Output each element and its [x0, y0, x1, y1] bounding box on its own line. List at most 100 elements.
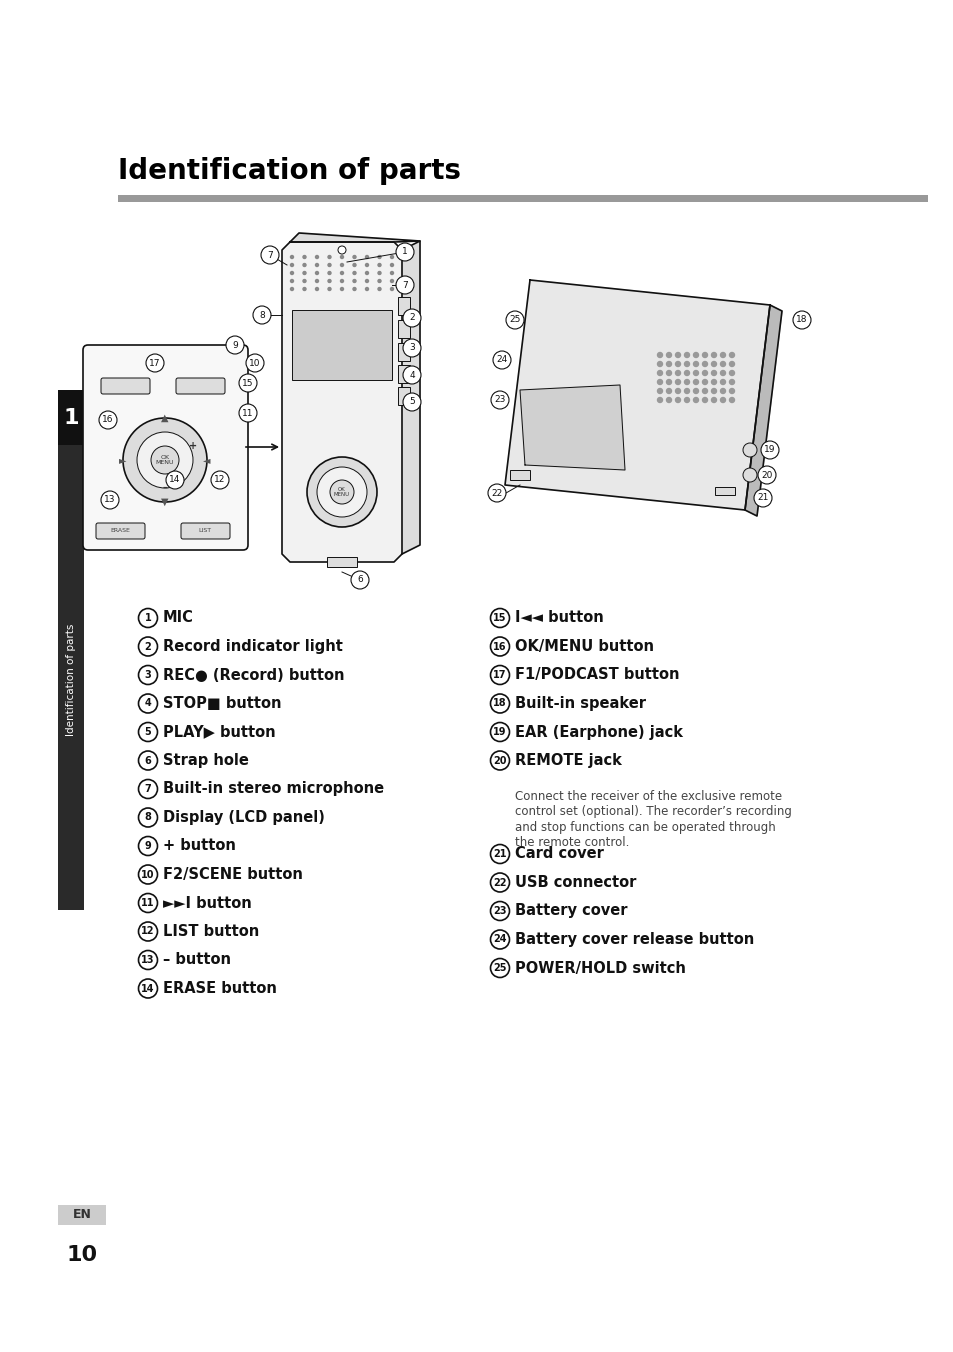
Circle shape: [711, 397, 716, 403]
Circle shape: [390, 256, 393, 258]
Circle shape: [742, 443, 757, 457]
Text: 6: 6: [356, 576, 362, 584]
Circle shape: [720, 397, 724, 403]
Text: 10: 10: [141, 869, 154, 880]
Text: 6: 6: [145, 756, 152, 765]
Circle shape: [490, 694, 509, 713]
Circle shape: [490, 608, 509, 627]
Text: 20: 20: [493, 756, 506, 765]
Circle shape: [720, 361, 724, 366]
Text: REMOTE jack: REMOTE jack: [515, 753, 621, 768]
FancyBboxPatch shape: [181, 523, 230, 539]
Circle shape: [711, 380, 716, 384]
Text: Battery cover release button: Battery cover release button: [515, 932, 754, 946]
Bar: [58, 420, 84, 910]
Circle shape: [490, 930, 509, 949]
Text: 20: 20: [760, 470, 772, 480]
Circle shape: [328, 256, 331, 258]
Circle shape: [693, 353, 698, 357]
Circle shape: [675, 361, 679, 366]
Circle shape: [729, 380, 734, 384]
Circle shape: [328, 288, 331, 291]
Polygon shape: [744, 306, 781, 516]
Circle shape: [211, 470, 229, 489]
Circle shape: [365, 272, 368, 274]
Circle shape: [303, 288, 306, 291]
Circle shape: [138, 665, 157, 684]
Bar: [397, 365, 410, 383]
Text: 2: 2: [409, 314, 415, 323]
Circle shape: [742, 468, 757, 483]
Circle shape: [693, 397, 698, 403]
Text: 13: 13: [141, 955, 154, 965]
Circle shape: [123, 418, 207, 502]
Circle shape: [490, 722, 509, 741]
Circle shape: [758, 466, 775, 484]
Circle shape: [226, 337, 244, 354]
Circle shape: [657, 397, 661, 403]
Text: Connect the receiver of the exclusive remote: Connect the receiver of the exclusive re…: [515, 791, 781, 803]
Text: Battery cover: Battery cover: [515, 903, 627, 918]
Circle shape: [666, 361, 671, 366]
Circle shape: [101, 491, 119, 508]
Bar: [397, 320, 410, 338]
Text: 16: 16: [102, 415, 113, 425]
Circle shape: [760, 441, 779, 458]
Text: PLAY▶ button: PLAY▶ button: [163, 725, 275, 740]
Circle shape: [307, 457, 376, 527]
Circle shape: [675, 388, 679, 393]
Circle shape: [666, 388, 671, 393]
Text: 7: 7: [267, 250, 273, 260]
Text: 1: 1: [63, 408, 79, 429]
Circle shape: [138, 722, 157, 741]
Text: – button: – button: [163, 953, 231, 968]
Bar: [118, 195, 927, 201]
Circle shape: [402, 393, 420, 411]
Text: 17: 17: [149, 358, 161, 368]
Circle shape: [138, 694, 157, 713]
Circle shape: [488, 484, 505, 502]
FancyBboxPatch shape: [175, 379, 225, 393]
Circle shape: [138, 894, 157, 913]
Text: 5: 5: [145, 727, 152, 737]
Circle shape: [657, 388, 661, 393]
Text: and stop functions can be operated through: and stop functions can be operated throu…: [515, 821, 775, 833]
Circle shape: [792, 311, 810, 329]
Circle shape: [666, 397, 671, 403]
Circle shape: [493, 352, 511, 369]
Text: Identification of parts: Identification of parts: [118, 157, 460, 185]
Text: Built-in stereo microphone: Built-in stereo microphone: [163, 781, 384, 796]
Polygon shape: [519, 385, 624, 470]
Circle shape: [490, 665, 509, 684]
Circle shape: [693, 370, 698, 376]
Circle shape: [291, 272, 294, 274]
Circle shape: [693, 388, 698, 393]
Circle shape: [490, 873, 509, 892]
Circle shape: [490, 902, 509, 921]
Circle shape: [353, 288, 355, 291]
Text: ◄: ◄: [203, 456, 211, 465]
Circle shape: [701, 370, 707, 376]
Circle shape: [675, 353, 679, 357]
Circle shape: [377, 288, 380, 291]
Circle shape: [729, 397, 734, 403]
Circle shape: [337, 246, 346, 254]
Text: ►►I button: ►►I button: [163, 895, 252, 910]
Text: 12: 12: [214, 476, 226, 484]
Text: 16: 16: [493, 641, 506, 652]
Circle shape: [151, 446, 179, 475]
Circle shape: [390, 280, 393, 283]
Text: 1: 1: [402, 247, 408, 257]
Circle shape: [390, 288, 393, 291]
Text: Record indicator light: Record indicator light: [163, 639, 342, 654]
Circle shape: [303, 272, 306, 274]
Text: 13: 13: [104, 495, 115, 504]
Text: REC● (Record) button: REC● (Record) button: [163, 668, 344, 683]
Text: 4: 4: [145, 699, 152, 708]
Circle shape: [303, 256, 306, 258]
Circle shape: [239, 404, 256, 422]
Circle shape: [246, 354, 264, 372]
Circle shape: [138, 922, 157, 941]
Circle shape: [720, 353, 724, 357]
Text: 22: 22: [493, 877, 506, 887]
